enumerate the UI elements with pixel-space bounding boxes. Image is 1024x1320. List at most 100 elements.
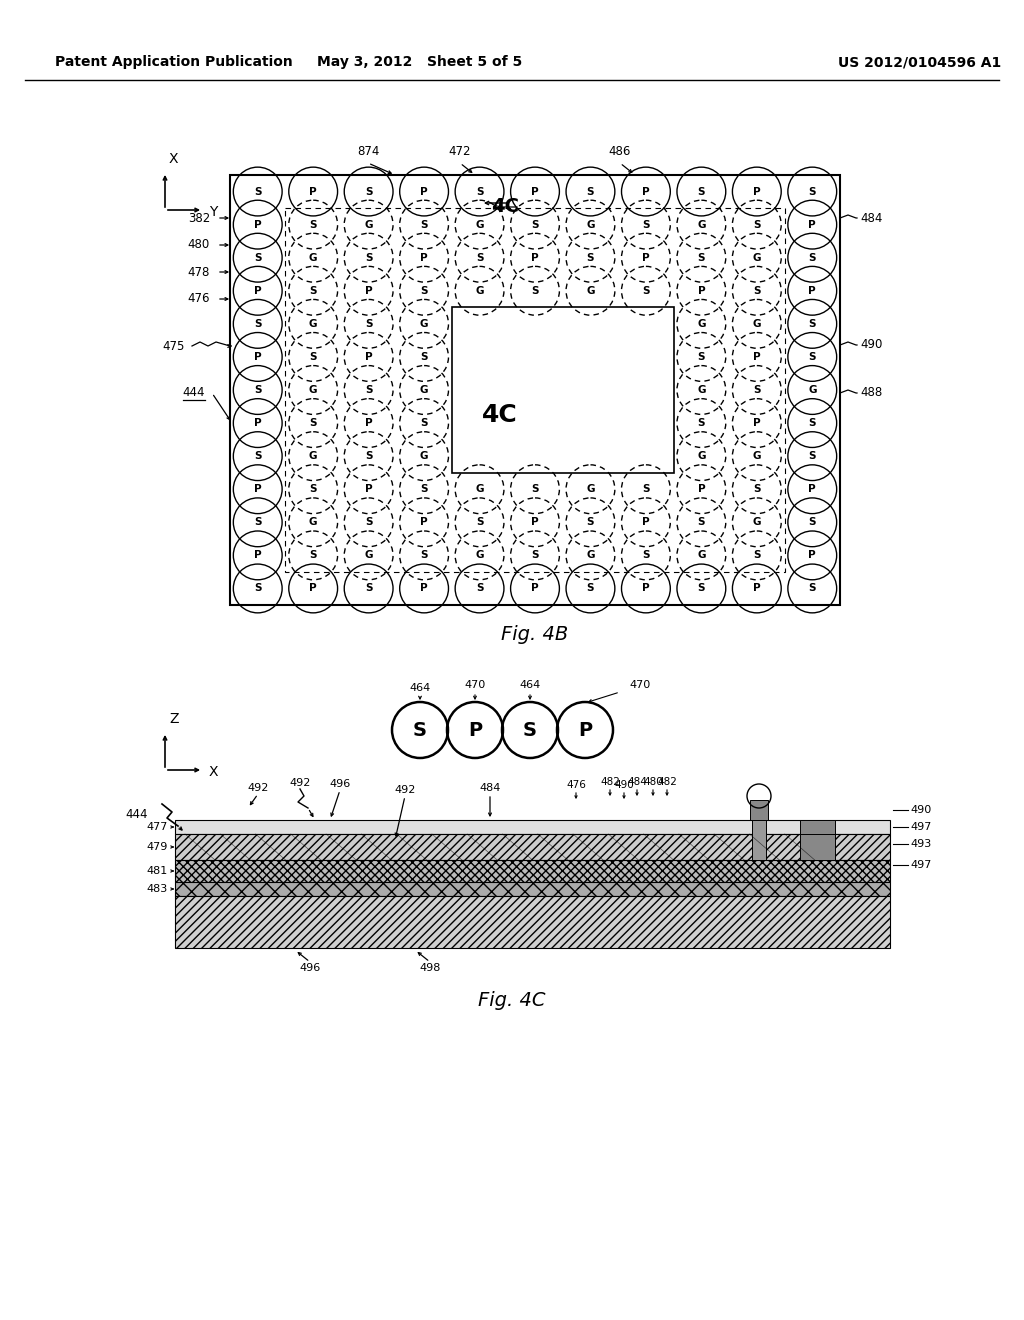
Text: 492: 492 [394,785,416,795]
Text: S: S [309,285,317,296]
Text: S: S [809,186,816,197]
Text: S: S [697,583,706,594]
Bar [175,861,890,882]
Text: P: P [531,517,539,527]
Text: P: P [578,721,592,739]
Text: P: P [753,418,761,428]
Text: G: G [697,319,706,329]
Text: G: G [586,550,595,561]
Text: 478: 478 [187,265,210,279]
Text: S: S [642,484,649,494]
Text: S: S [476,517,483,527]
Text: P: P [254,418,261,428]
Text: G: G [697,385,706,395]
Text: G: G [365,219,373,230]
Text: P: P [365,285,373,296]
Text: S: S [420,219,428,230]
Text: 492: 492 [290,777,310,788]
Text: S: S [476,186,483,197]
Text: 498: 498 [419,964,440,973]
Text: P: P [753,186,761,197]
Text: S: S [697,252,706,263]
Bar [752,820,766,861]
Text: 482: 482 [657,777,677,787]
Text: 464: 464 [519,680,541,690]
Bar [175,820,890,834]
Text: S: S [309,484,317,494]
Text: P: P [642,583,649,594]
Text: G: G [309,319,317,329]
Text: S: S [365,385,373,395]
Text: S: S [420,352,428,362]
Text: S: S [365,451,373,461]
Text: S: S [753,385,761,395]
Text: P: P [697,484,706,494]
Text: 481: 481 [146,866,168,876]
Text: Patent Application Publication: Patent Application Publication [55,55,293,69]
Text: S: S [697,418,706,428]
Text: S: S [420,285,428,296]
Text: 470: 470 [464,680,485,690]
Text: S: S [531,484,539,494]
Text: P: P [531,252,539,263]
Text: Z: Z [169,711,178,726]
Text: P: P [309,186,317,197]
Text: S: S [809,319,816,329]
Text: P: P [365,484,373,494]
Text: G: G [475,285,483,296]
Text: 483: 483 [146,884,168,894]
Text: P: P [365,352,373,362]
Text: 484: 484 [860,211,883,224]
Text: G: G [309,385,317,395]
Text: 482: 482 [600,777,620,787]
Text: US 2012/0104596 A1: US 2012/0104596 A1 [839,55,1001,69]
Text: P: P [420,186,428,197]
Text: S: S [753,484,761,494]
Text: S: S [531,285,539,296]
Text: S: S [697,352,706,362]
Text: G: G [475,484,483,494]
Text: P: P [468,721,482,739]
Bar [230,176,840,605]
Text: S: S [309,550,317,561]
Text: P: P [309,583,317,594]
Text: Fig. 4B: Fig. 4B [502,626,568,644]
Text: S: S [254,517,261,527]
Text: S: S [254,252,261,263]
Text: G: G [586,219,595,230]
Text: P: P [254,550,261,561]
Text: 492: 492 [248,783,268,793]
Text: S: S [809,517,816,527]
Text: S: S [587,517,594,527]
Text: S: S [254,319,261,329]
Text: 4C: 4C [482,403,518,426]
Text: G: G [420,319,428,329]
Text: P: P [254,352,261,362]
Text: S: S [365,517,373,527]
Text: 486: 486 [609,145,631,158]
Text: S: S [809,451,816,461]
Text: S: S [753,550,761,561]
Text: S: S [753,285,761,296]
Text: G: G [586,484,595,494]
Bar [800,820,835,834]
Text: S: S [809,252,816,263]
Text: S: S [476,252,483,263]
Text: S: S [420,484,428,494]
Text: P: P [420,252,428,263]
Bar [175,834,890,861]
Text: 444: 444 [126,808,148,821]
Text: S: S [254,385,261,395]
Text: S: S [365,252,373,263]
Text: G: G [365,550,373,561]
Text: P: P [642,517,649,527]
Text: 479: 479 [146,842,168,851]
Text: S: S [531,550,539,561]
Text: S: S [753,219,761,230]
Text: P: P [254,484,261,494]
Text: G: G [697,219,706,230]
Text: 484: 484 [627,777,647,787]
Text: S: S [309,219,317,230]
Text: Y: Y [209,205,217,219]
Text: S: S [587,583,594,594]
